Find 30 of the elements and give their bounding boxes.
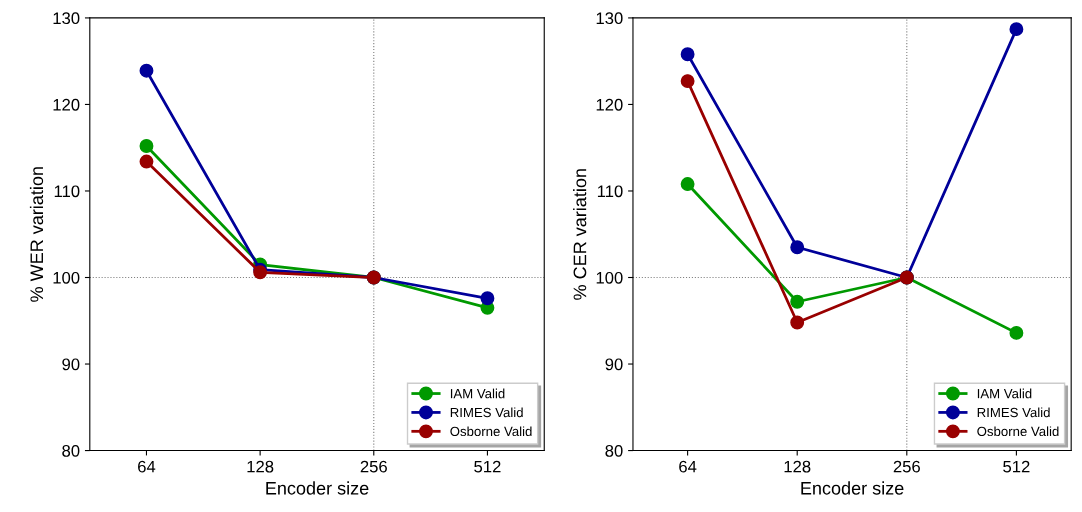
legend-label: IAM Valid xyxy=(977,388,1032,399)
x-tick-label: 128 xyxy=(247,460,274,473)
x-tick-label: 512 xyxy=(474,460,501,473)
legend-label: Osborne Valid xyxy=(450,426,532,437)
x-tick-label: 64 xyxy=(138,460,156,473)
legend-label: Osborne Valid xyxy=(977,426,1059,437)
y-tick-label: 120 xyxy=(53,98,80,111)
y-tick-label: 130 xyxy=(53,12,80,25)
x-tick-label: 128 xyxy=(784,460,811,473)
y-tick-label: 130 xyxy=(596,12,623,25)
y-tick-label: 80 xyxy=(62,444,80,457)
legend-label: RIMES Valid xyxy=(977,407,1050,418)
y-tick-label: 110 xyxy=(54,185,80,198)
x-axis-title: Encoder size xyxy=(801,481,904,495)
x-tick-label: 64 xyxy=(679,460,697,473)
y-tick-label: 80 xyxy=(605,444,623,457)
y-tick-label: 120 xyxy=(596,98,623,111)
y-tick-label: 100 xyxy=(53,271,80,284)
x-tick-label: 256 xyxy=(893,460,920,473)
y-tick-label: 100 xyxy=(596,271,623,284)
x-tick-label: 256 xyxy=(360,460,387,473)
y-tick-label: 110 xyxy=(597,185,623,198)
y-tick-label: 90 xyxy=(62,358,80,371)
y-axis-title: % WER variation xyxy=(29,167,44,302)
y-axis-title: % CER variation xyxy=(573,169,587,300)
x-axis-title: Encoder size xyxy=(266,481,369,495)
legend-label: RIMES Valid xyxy=(450,407,523,418)
legend-label: IAM Valid xyxy=(450,388,505,399)
y-tick-label: 90 xyxy=(605,358,623,371)
x-tick-label: 512 xyxy=(1003,460,1030,473)
